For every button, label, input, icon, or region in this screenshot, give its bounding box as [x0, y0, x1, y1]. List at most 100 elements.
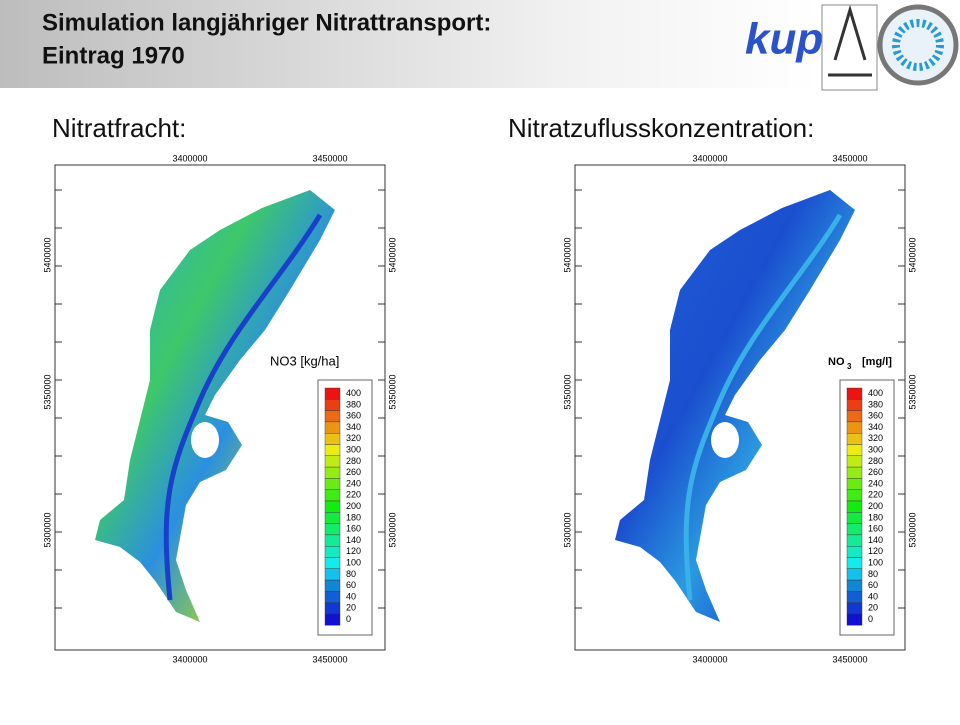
legend-label: 340 — [868, 422, 883, 432]
legend-label: 180 — [868, 512, 883, 522]
legend-swatch — [324, 557, 341, 570]
legend-label: 240 — [868, 478, 883, 488]
legend-swatch — [324, 387, 341, 400]
legend-swatch — [846, 568, 863, 581]
map-panel: 3400000 3400000 3450000 3450000 5400000 54000… — [562, 153, 917, 664]
legend-swatch — [846, 444, 863, 457]
legend-label: 140 — [346, 535, 361, 545]
legend-label: 240 — [346, 478, 361, 488]
legend-swatch — [324, 466, 341, 479]
legend-label: 360 — [346, 411, 361, 421]
legend-label: 100 — [346, 557, 361, 567]
legend-label: 180 — [346, 512, 361, 522]
lake — [191, 422, 219, 458]
title-line: Simulation langjähriger Nitrattransport: — [42, 9, 491, 36]
map-area — [615, 190, 855, 622]
legend-label: 80 — [346, 569, 356, 579]
legend-title-unit: [mg/l] — [862, 356, 892, 368]
header-bar — [0, 0, 820, 88]
legend-swatch — [324, 534, 341, 547]
x-tick-label: 3450000 — [312, 654, 347, 664]
legend-label: 360 — [868, 411, 883, 421]
legend-label: 40 — [868, 591, 878, 601]
legend-label: 280 — [868, 456, 883, 466]
logo-globe — [877, 4, 959, 86]
legend-label: 100 — [868, 557, 883, 567]
legend-swatch — [846, 602, 863, 615]
legend-label: 260 — [868, 467, 883, 477]
y-tick-label: 5300000 — [387, 512, 397, 547]
legend-label: 60 — [346, 580, 356, 590]
legend-title: NO3 [kg/ha] — [270, 353, 339, 368]
logo-mfs — [821, 4, 878, 91]
legend-swatch — [324, 399, 341, 411]
y-tick-label: 5300000 — [42, 512, 52, 547]
legend-label: 20 — [868, 603, 878, 613]
river — [683, 213, 843, 601]
legend-label: 80 — [868, 569, 878, 579]
legend-label: 60 — [868, 580, 878, 590]
legend-swatch — [324, 433, 341, 445]
legend-swatch — [846, 546, 863, 558]
legend-swatch — [324, 546, 341, 558]
x-tick-label: 3450000 — [832, 153, 867, 163]
legend-label: 380 — [346, 399, 361, 409]
legend-swatch — [324, 579, 341, 592]
legend-swatch — [846, 613, 863, 626]
y-tick-label: 5300000 — [907, 512, 917, 547]
map-area — [95, 190, 335, 622]
legend-swatch — [324, 613, 341, 626]
legend-title: NO — [828, 356, 845, 368]
legend-swatch — [846, 421, 863, 434]
legend-label: 280 — [346, 456, 361, 466]
panel-heading: Nitratzuflusskonzentration: — [508, 113, 814, 143]
legend-swatch — [846, 557, 863, 570]
panel-heading: Nitratfracht: — [52, 113, 186, 143]
legend-swatch — [846, 500, 863, 513]
x-tick-label: 3450000 — [312, 153, 347, 163]
y-tick-label: 5400000 — [562, 237, 572, 272]
lake — [711, 422, 739, 458]
legend-swatch — [324, 500, 341, 513]
x-tick-label: 3400000 — [692, 654, 727, 664]
legend-label: 160 — [868, 524, 883, 534]
title-line: Eintrag 1970 — [42, 42, 185, 69]
legend-label: 120 — [346, 546, 361, 556]
legend-swatch — [324, 591, 341, 603]
logo-text: kup — [745, 15, 823, 64]
legend-swatch — [846, 478, 863, 490]
legend-label: 380 — [868, 399, 883, 409]
y-tick-label: 5350000 — [42, 374, 52, 409]
legend-swatch — [846, 455, 863, 468]
legend-label: 0 — [346, 614, 351, 624]
y-tick-label: 5350000 — [387, 374, 397, 409]
legend-label: 220 — [346, 490, 361, 500]
legend-label: 200 — [346, 501, 361, 511]
legend-label: 160 — [346, 524, 361, 534]
legend-swatch — [846, 466, 863, 479]
x-tick-label: 3400000 — [172, 654, 207, 664]
river — [163, 213, 323, 601]
legend-label: 300 — [346, 444, 361, 454]
legend-label: 320 — [868, 433, 883, 443]
legend-label: 260 — [346, 467, 361, 477]
legend-swatch — [846, 591, 863, 603]
legend-swatch — [846, 387, 863, 400]
legend-swatch — [324, 455, 341, 468]
legend-label: 120 — [868, 546, 883, 556]
x-tick-label: 3400000 — [172, 153, 207, 163]
legend-swatch — [324, 568, 341, 581]
legend-swatch — [846, 489, 863, 502]
legend-label: 400 — [346, 388, 361, 398]
legend-swatch — [324, 421, 341, 434]
legend-label: 320 — [346, 433, 361, 443]
legend-swatch — [324, 478, 341, 490]
y-tick-label: 5300000 — [562, 512, 572, 547]
legend-swatch — [324, 602, 341, 615]
y-tick-label: 5350000 — [562, 374, 572, 409]
legend-swatch — [846, 523, 863, 536]
legend-swatch — [324, 512, 341, 524]
legend-swatch — [846, 410, 863, 423]
legend-swatch — [846, 433, 863, 445]
y-tick-label: 5400000 — [42, 237, 52, 272]
